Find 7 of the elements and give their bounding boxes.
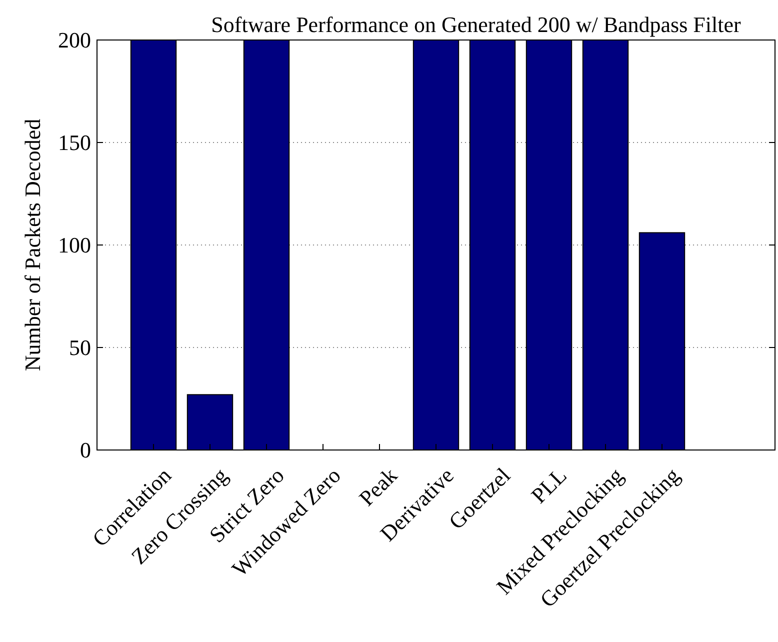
y-tick-label: 150	[58, 130, 91, 156]
y-axis-title: Number of Packets Decoded	[20, 118, 45, 372]
chart-title: Software Performance on Generated 200 w/ Bandpass Filter	[211, 12, 742, 37]
y-tick-label: 0	[80, 438, 91, 463]
y-tick-label: 100	[58, 232, 91, 258]
y-tick-label: 200	[58, 28, 91, 53]
y-tick-label: 50	[69, 335, 91, 360]
